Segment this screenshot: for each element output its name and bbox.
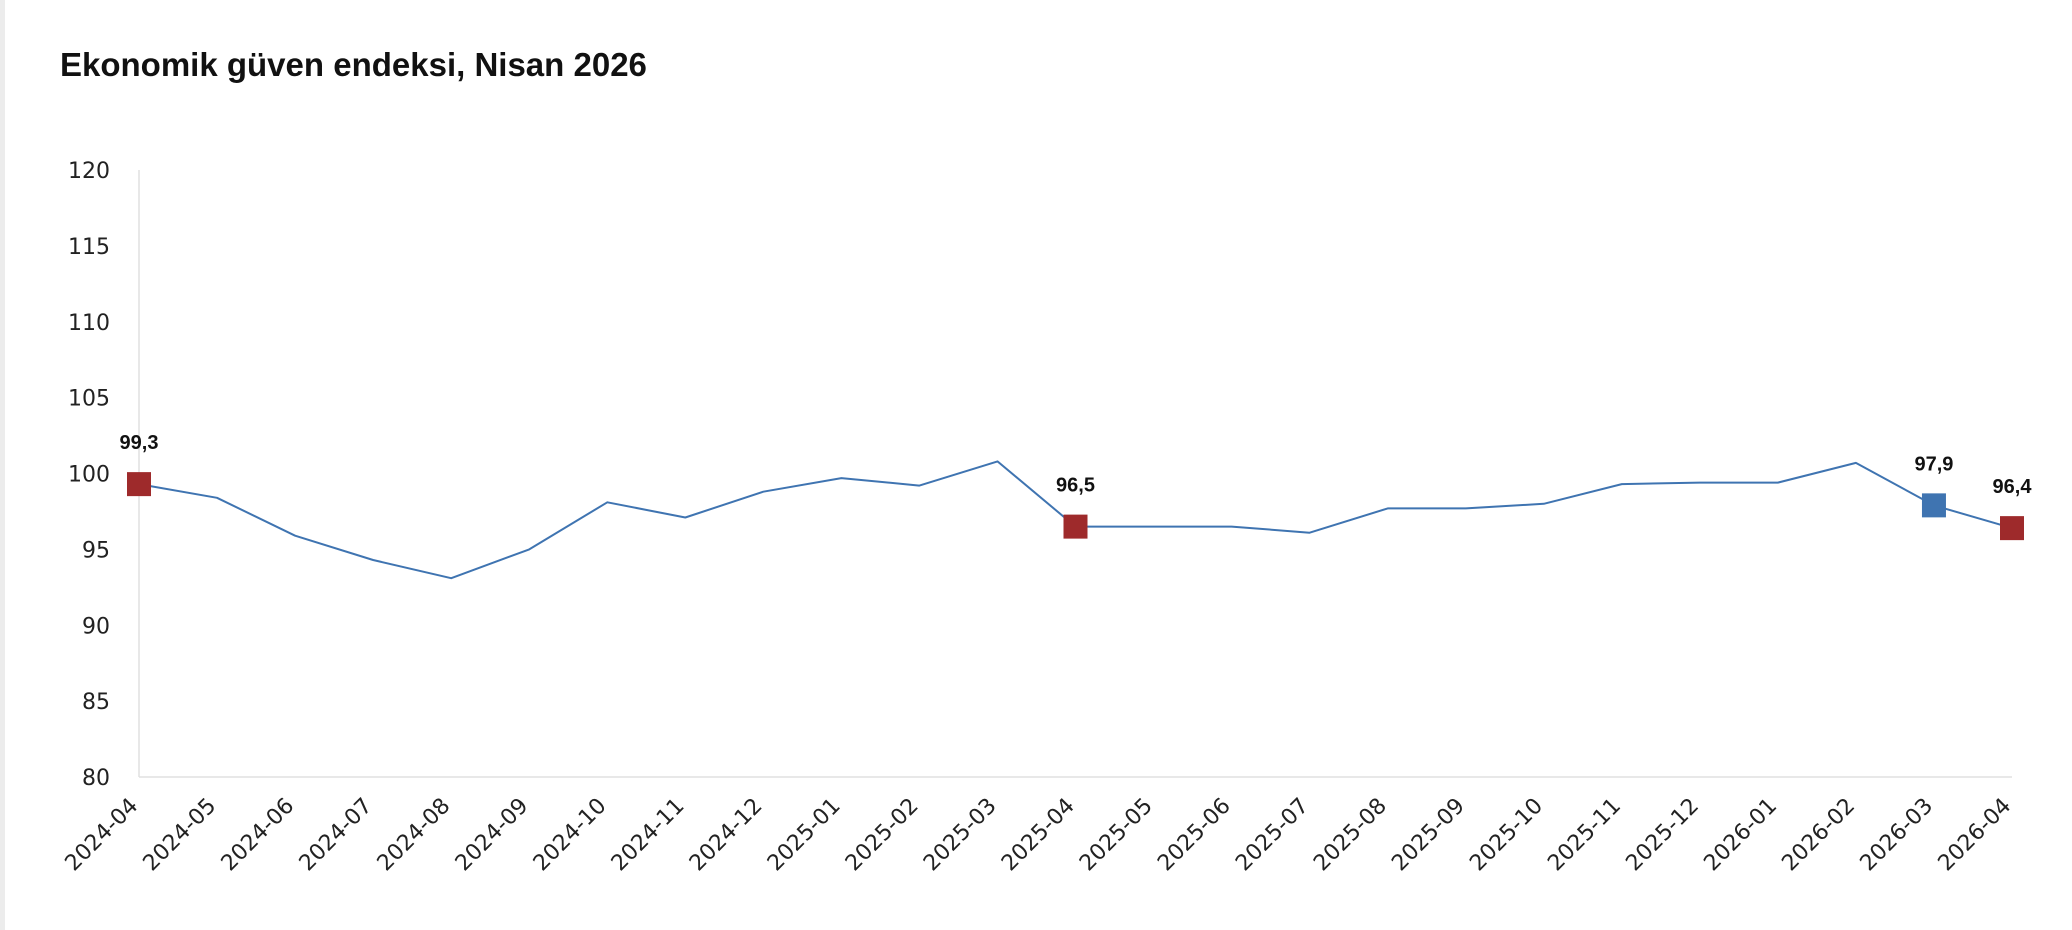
x-tick-label: 2024-04 xyxy=(61,794,144,877)
y-tick-label: 100 xyxy=(68,463,110,488)
x-tick-label: 2024-07 xyxy=(295,794,378,877)
x-tick-label: 2025-08 xyxy=(1309,794,1392,877)
x-tick-label: 2026-01 xyxy=(1699,794,1782,877)
x-axis-ticks: 2024-042024-052024-062024-072024-082024-… xyxy=(61,794,2017,877)
x-tick-label: 2024-08 xyxy=(373,794,456,877)
y-tick-label: 95 xyxy=(82,538,110,563)
y-tick-label: 115 xyxy=(68,235,110,260)
y-axis-ticks: 80 85 90 95 100 105 110 115 120 xyxy=(68,159,110,791)
highlight-marker xyxy=(2000,516,2024,541)
x-tick-label: 2025-09 xyxy=(1387,794,1470,877)
x-tick-label: 2025-12 xyxy=(1621,794,1704,877)
highlight-marker xyxy=(1921,493,1946,518)
y-tick-label: 85 xyxy=(82,690,110,715)
left-edge-border xyxy=(0,0,5,930)
y-tick-label: 90 xyxy=(82,614,110,639)
highlight-marker xyxy=(1063,514,1088,539)
x-tick-label: 2025-02 xyxy=(841,794,924,877)
x-tick-label: 2025-06 xyxy=(1153,794,1236,877)
x-tick-label: 2026-03 xyxy=(1856,794,1939,877)
x-tick-label: 2024-12 xyxy=(685,794,768,877)
x-tick-label: 2025-10 xyxy=(1465,794,1548,877)
chart-axes xyxy=(138,170,2012,778)
x-tick-label: 2024-06 xyxy=(217,794,300,877)
x-tick-label: 2025-04 xyxy=(997,794,1080,877)
data-label: 96,4 xyxy=(1993,476,2033,498)
highlight-marker xyxy=(127,472,151,497)
data-label: 97,9 xyxy=(1914,453,1953,475)
highlight-markers: 99,3 96,5 97,9 96,4 xyxy=(120,432,2033,541)
y-tick-label: 120 xyxy=(68,159,110,184)
y-tick-label: 105 xyxy=(68,387,110,412)
y-tick-label: 110 xyxy=(68,311,110,336)
x-tick-label: 2025-07 xyxy=(1231,794,1314,877)
x-tick-label: 2026-04 xyxy=(1934,794,2017,877)
data-label: 99,3 xyxy=(120,432,159,454)
x-tick-label: 2024-05 xyxy=(139,794,222,877)
x-tick-label: 2024-09 xyxy=(451,794,534,877)
y-tick-label: 80 xyxy=(82,766,110,791)
x-tick-label: 2025-03 xyxy=(919,794,1002,877)
x-tick-label: 2024-11 xyxy=(607,794,690,877)
chart-title: Ekonomik güven endeksi, Nisan 2026 xyxy=(60,46,647,83)
data-label: 96,5 xyxy=(1056,475,1095,497)
x-tick-label: 2025-11 xyxy=(1543,794,1626,877)
x-tick-label: 2025-05 xyxy=(1075,794,1158,877)
x-tick-label: 2026-02 xyxy=(1777,794,1860,877)
x-tick-label: 2025-01 xyxy=(763,794,846,877)
x-tick-label: 2024-10 xyxy=(529,794,612,877)
